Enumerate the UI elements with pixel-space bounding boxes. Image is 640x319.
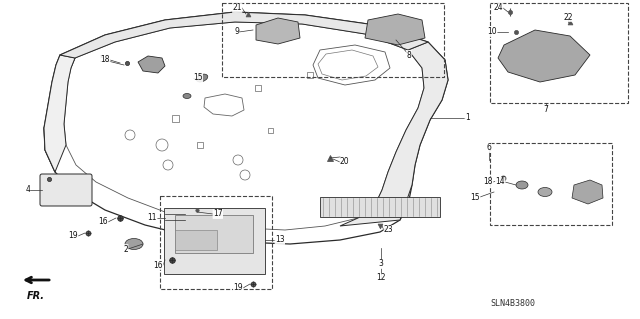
Polygon shape [340,42,448,226]
Bar [490,143,612,225]
Text: 18: 18 [100,56,110,64]
Text: 7: 7 [543,106,548,115]
Text: 15: 15 [470,192,480,202]
Polygon shape [44,55,75,172]
Bar [255,85,261,91]
Polygon shape [365,14,425,45]
Text: 19: 19 [234,284,243,293]
Text: 4: 4 [25,186,30,195]
Ellipse shape [538,188,552,197]
Text: 22: 22 [563,12,573,21]
Text: 21: 21 [232,4,242,12]
Polygon shape [256,18,300,44]
Polygon shape [164,208,265,274]
Bar [175,215,253,253]
Text: 1: 1 [465,114,470,122]
Polygon shape [572,180,603,204]
Text: 13: 13 [275,235,285,244]
Bar [197,142,203,148]
Bar [320,197,440,217]
Ellipse shape [196,74,208,82]
Text: 24: 24 [493,4,503,12]
Ellipse shape [125,239,143,249]
Text: 19: 19 [68,232,78,241]
Bar [160,196,272,289]
Text: 11: 11 [147,213,157,222]
FancyBboxPatch shape [40,174,92,206]
Bar [222,3,444,77]
Text: 10: 10 [488,27,497,36]
Text: 6: 6 [486,144,492,152]
Polygon shape [60,12,428,58]
Polygon shape [138,56,165,73]
Bar [268,128,273,133]
Text: 18: 18 [483,177,493,187]
Text: 15: 15 [193,73,203,83]
Polygon shape [498,30,590,82]
Text: SLN4B3800: SLN4B3800 [490,299,535,308]
Text: FR.: FR. [27,291,45,301]
Text: 2: 2 [124,244,128,254]
Text: 5: 5 [99,56,104,64]
Text: 23: 23 [384,226,394,234]
Bar [172,115,179,122]
Text: 20: 20 [340,158,349,167]
Text: 17: 17 [213,210,223,219]
Text: 16: 16 [154,261,163,270]
Text: 8: 8 [406,50,412,60]
Ellipse shape [183,93,191,99]
Text: 12: 12 [376,273,386,283]
Bar [490,3,628,103]
Ellipse shape [516,181,528,189]
Text: 3: 3 [379,259,383,269]
Text: 9: 9 [234,27,239,36]
Bar [175,230,217,250]
Bar [307,72,313,78]
Text: 14: 14 [495,177,505,187]
Text: 16: 16 [99,218,108,226]
